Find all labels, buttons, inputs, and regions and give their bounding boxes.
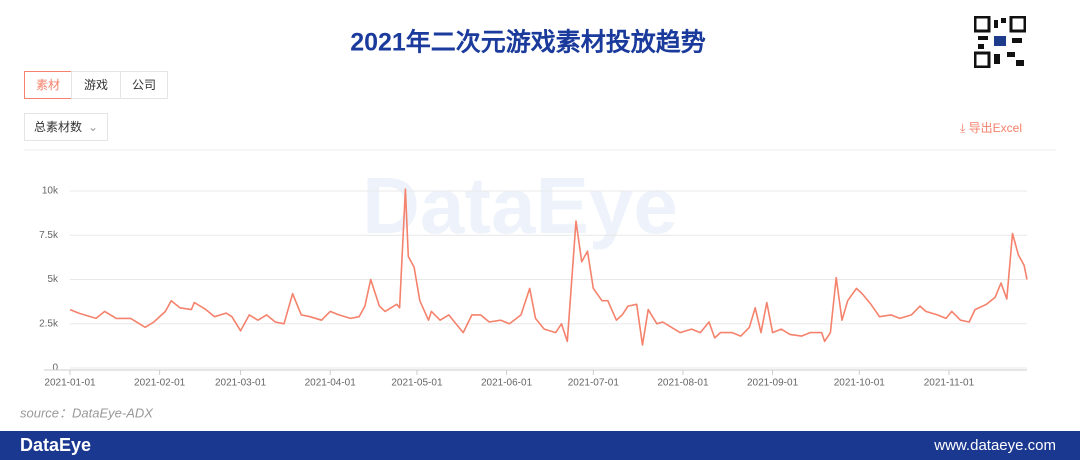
x-tick-label: 2021-02-01 (134, 378, 186, 389)
tab[interactable]: 游戏 (71, 71, 121, 99)
chart-title: 2021年二次元游戏素材投放趋势 (350, 28, 706, 57)
footer-url: www.dataeye.com (933, 437, 1056, 454)
y-tick-label: 0 (52, 363, 58, 374)
chevron: ⌄ (87, 120, 98, 134)
footer-bar (0, 431, 1080, 460)
x-tick-label: 2021-05-01 (391, 378, 443, 389)
dropdown-label: 总素材数 (34, 120, 83, 134)
x-tick-label: 2021-01-01 (44, 378, 96, 389)
watermark: DataEye (362, 161, 678, 250)
tab[interactable]: 公司 (120, 71, 168, 99)
x-tick-label: 2021-03-01 (215, 378, 267, 389)
y-tick-label: 7.5k (39, 230, 59, 241)
x-tick-label: 2021-04-01 (305, 378, 357, 389)
source-note: source：DataEye-ADX (20, 405, 154, 420)
tab[interactable]: 素材 (24, 71, 72, 99)
dropdown[interactable]: 总素材数 ⌄ (24, 113, 108, 141)
qr-code (974, 16, 1026, 68)
x-tick-label: 2021-07-01 (568, 378, 620, 389)
export-label: 导出Excel (968, 121, 1022, 135)
data-line (69, 188, 1028, 346)
x-tick-label: 2021-10-01 (834, 378, 886, 389)
x-tick-label: 2021-06-01 (481, 378, 533, 389)
x-tick-label: 2021-08-01 (657, 378, 709, 389)
y-tick-label: 10k (42, 186, 59, 197)
footer-logo: DataEye (20, 435, 91, 455)
y-tick-label: 2.5k (39, 318, 59, 329)
export-button[interactable]: ⤓ 导出Excel (960, 121, 1022, 135)
x-tick-label: 2021-09-01 (747, 378, 799, 389)
y-tick-label: 5k (47, 274, 59, 285)
x-tick-label: 2021-11-01 (924, 378, 975, 389)
